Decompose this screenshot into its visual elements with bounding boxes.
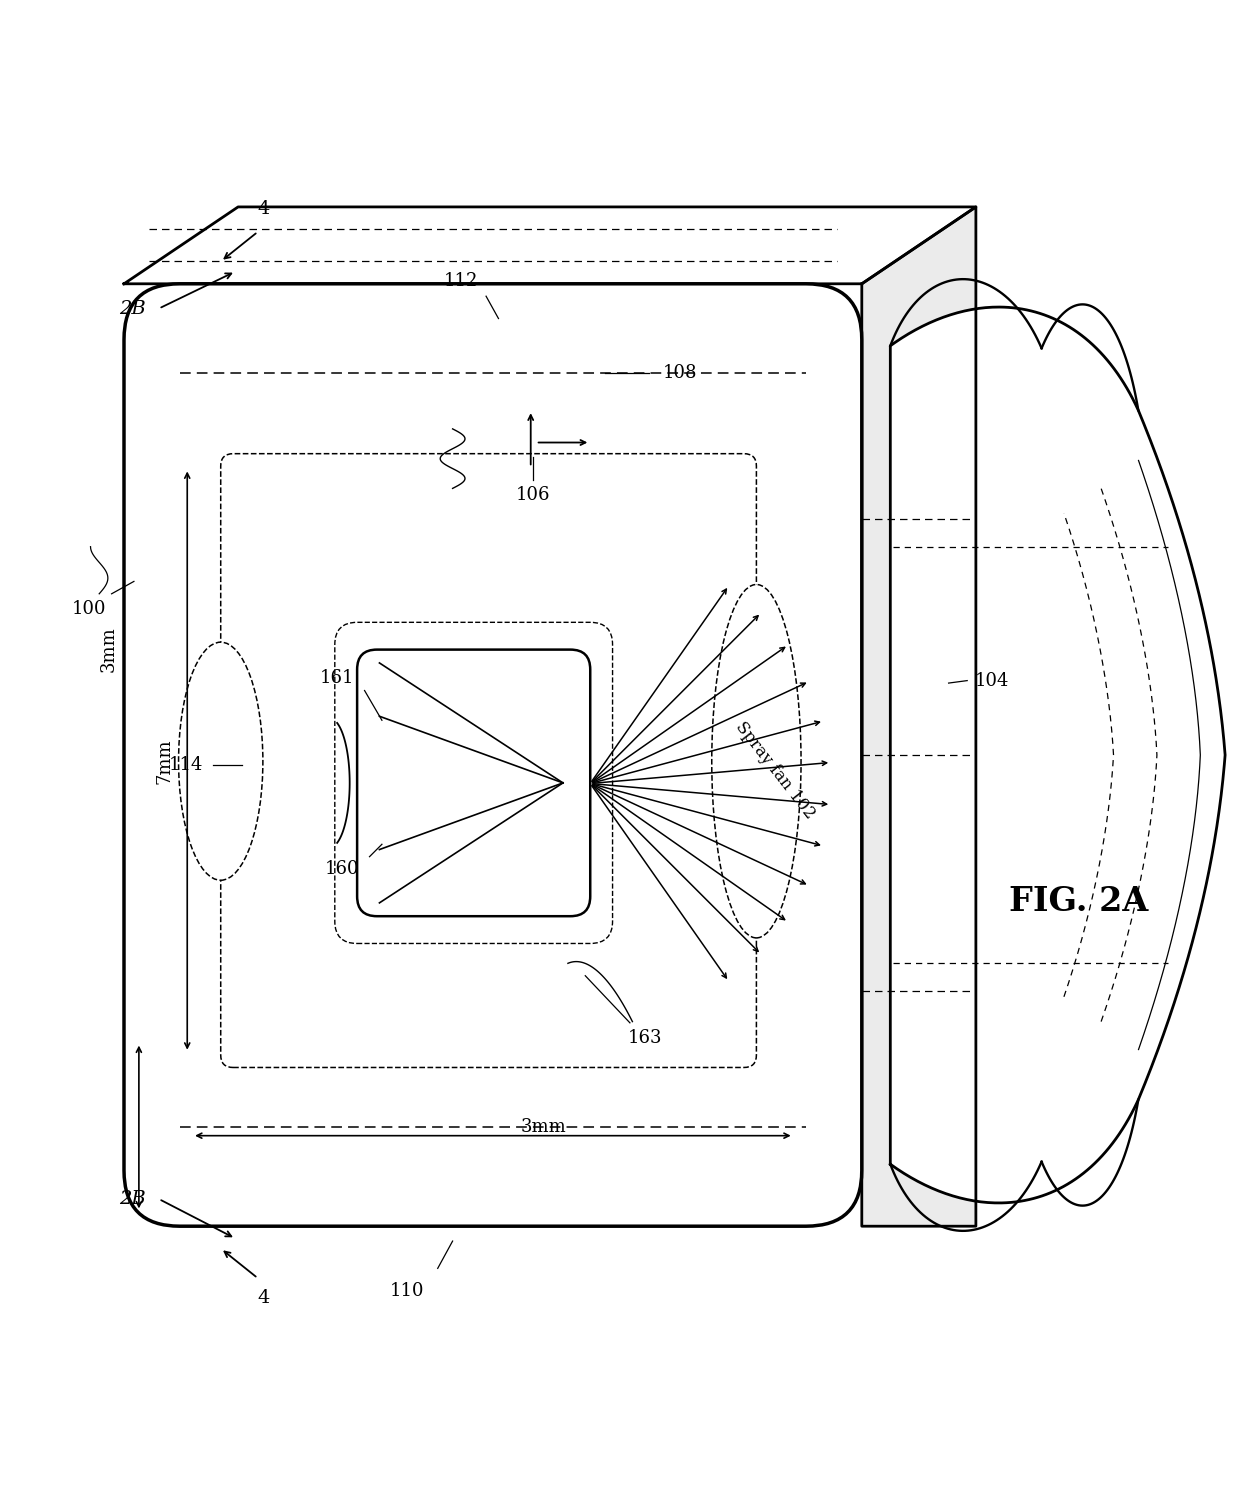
Text: 114: 114 [169, 757, 203, 775]
Text: 2B: 2B [119, 1190, 146, 1208]
Text: 104: 104 [975, 672, 1009, 690]
Text: 163: 163 [627, 1028, 662, 1046]
Ellipse shape [179, 642, 263, 880]
FancyBboxPatch shape [357, 649, 590, 917]
Text: 112: 112 [444, 272, 479, 290]
Text: 110: 110 [389, 1282, 424, 1300]
Polygon shape [890, 307, 1225, 1203]
Text: 7mm: 7mm [155, 738, 174, 784]
Text: 108: 108 [662, 364, 697, 382]
Polygon shape [124, 207, 976, 284]
Text: 4: 4 [258, 201, 270, 219]
Text: 100: 100 [72, 599, 107, 618]
Text: 161: 161 [320, 669, 355, 687]
Ellipse shape [712, 584, 801, 938]
Text: 3mm: 3mm [521, 1117, 565, 1136]
Text: 3mm: 3mm [99, 627, 118, 672]
Text: 160: 160 [325, 861, 360, 879]
Text: Spray fan 102: Spray fan 102 [732, 719, 818, 821]
Text: 2B: 2B [119, 299, 146, 317]
Polygon shape [862, 207, 976, 1226]
Text: FIG. 2A: FIG. 2A [1009, 885, 1148, 918]
Text: 106: 106 [516, 486, 551, 504]
Text: 4: 4 [258, 1290, 270, 1308]
FancyBboxPatch shape [124, 284, 862, 1226]
